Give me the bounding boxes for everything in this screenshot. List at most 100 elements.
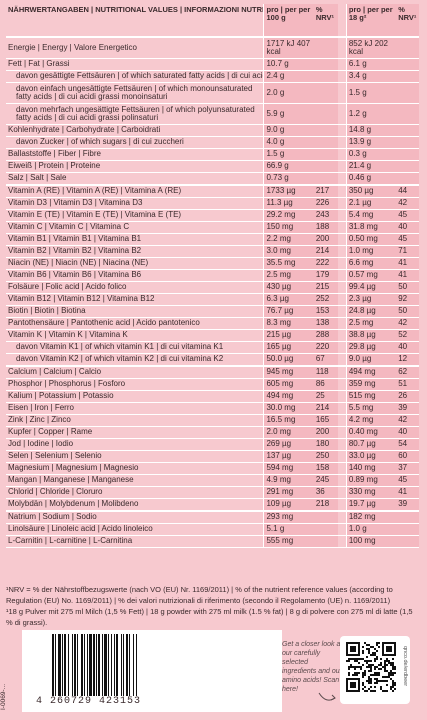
value-per-18g: 80.7 µg	[345, 438, 397, 451]
value-per-18g: 5.4 mg	[345, 209, 397, 222]
value-per-18g: 182 mg	[345, 510, 397, 524]
value-per-100g: 4.0 g	[263, 136, 314, 149]
nrv-per-100g: 200	[313, 233, 338, 246]
value-per-18g: 99.4 µg	[345, 281, 397, 294]
table-row: Magnesium | Magnesium | Magnesio 594 mg 15…	[6, 462, 419, 475]
nrv-per-18g: 41	[396, 269, 419, 282]
gap	[337, 58, 347, 71]
table-row: davon einfach ungesättigte Fettsäuren | …	[6, 82, 419, 104]
per-18g-header: pro | per per 18 g²	[345, 4, 397, 38]
nutrient-name: Zink | Zinc | Zinco	[6, 414, 264, 427]
table-row: Phosphor | Phosphorus | Fosforo 605 mg 86 3…	[6, 378, 419, 391]
table-row: Fett | Fat | Grassi 10.7 g 6.1 g	[6, 58, 419, 71]
value-per-18g: 0.50 mg	[345, 233, 397, 246]
cta-text: Get a closer look at our carefully selec…	[282, 641, 343, 693]
nrv-per-100g	[313, 58, 338, 71]
per-100g-header: pro | per per 100 g	[263, 4, 314, 38]
value-per-100g: 1733 µg	[263, 184, 314, 198]
nrv-per-18g: 50	[396, 281, 419, 294]
nrv-per-100g: 67	[313, 353, 338, 367]
nrv-per-18g: 42	[396, 414, 419, 427]
nrv-per-18g	[396, 160, 419, 173]
nrv-per-100g	[313, 160, 338, 173]
nrv-per-18g	[396, 172, 419, 186]
value-per-100g: 2.4 g	[263, 70, 314, 83]
nrv-per-100g	[313, 124, 338, 137]
value-per-18g: 494 mg	[345, 365, 397, 379]
gap	[337, 510, 347, 524]
nutrient-name: Pantothensäure | Pantothenic acid | Acid…	[6, 317, 264, 330]
nrv-per-100g	[313, 136, 338, 149]
value-per-18g: 38.8 µg	[345, 329, 397, 342]
table-row: davon mehrfach ungesättigte Fettsäuren |…	[6, 103, 419, 125]
gap	[337, 462, 347, 475]
value-per-100g: 293 mg	[263, 510, 314, 524]
value-per-100g: 594 mg	[263, 462, 314, 475]
nutrient-name: Natrium | Sodium | Sodio	[6, 510, 264, 524]
nrv2-header: % NRV¹	[396, 4, 419, 38]
gap	[337, 341, 347, 354]
nrv-per-18g	[396, 510, 419, 524]
value-per-18g: 350 µg	[345, 184, 397, 198]
nutrient-name: Niacin (NE) | Niacin (NE) | Niacina (NE)	[6, 257, 264, 270]
nrv-per-18g: 41	[396, 257, 419, 270]
gap	[337, 37, 347, 59]
value-per-100g: 109 µg	[263, 498, 314, 512]
nrv-per-100g: 188	[313, 221, 338, 234]
gap	[337, 148, 347, 161]
value-per-18g: 2.5 mg	[345, 317, 397, 330]
nutrient-name: Energie | Energy | Valore Energetico	[6, 37, 264, 59]
value-per-18g: 6.6 mg	[345, 257, 397, 270]
barcode-bars	[52, 634, 277, 696]
gap	[337, 184, 347, 198]
qr-code[interactable]: qnco.de/erdbeer	[340, 636, 410, 704]
nutrient-name: Vitamin E (TE) | Vitamin E (TE) | Vitami…	[6, 209, 264, 222]
nrv-per-18g: 92	[396, 293, 419, 306]
nrv-per-100g: 226	[313, 197, 338, 210]
gap	[337, 402, 347, 415]
table-row: Vitamin K | Vitamin K | Vitamina K 215 µg…	[6, 329, 419, 342]
gap	[337, 82, 347, 104]
value-per-18g: 2.1 µg	[345, 197, 397, 210]
nutrient-name: Eiweiß | Protein | Proteine	[6, 160, 264, 173]
value-per-100g: 430 µg	[263, 281, 314, 294]
nrv-per-100g: 288	[313, 329, 338, 342]
table-row: Eisen | Iron | Ferro 30.0 mg 214 5.5 mg 39	[6, 402, 419, 415]
value-per-100g: 555 mg	[263, 535, 314, 548]
nrv-per-18g: 50	[396, 305, 419, 318]
nrv-per-18g	[396, 136, 419, 149]
table-row: davon Zucker | of which sugars | di cui …	[6, 136, 419, 149]
nrv-per-100g: 86	[313, 378, 338, 391]
table-row: davon Vitamin K2 | of which vitamin K2 |…	[6, 353, 419, 367]
nrv-per-100g	[313, 103, 338, 125]
gap	[337, 281, 347, 294]
nrv-per-100g: 165	[313, 414, 338, 427]
nrv-per-100g: 25	[313, 390, 338, 403]
nrv-per-100g	[313, 82, 338, 104]
value-per-18g: 852 kJ 202 kcal	[345, 37, 397, 59]
gap	[337, 414, 347, 427]
nrv-per-18g: 42	[396, 317, 419, 330]
nrv-per-100g: 180	[313, 438, 338, 451]
nutrient-name: L-Carnitin | L-carnitine | L-Carnitina	[6, 535, 264, 548]
table-row: Kupfer | Copper | Rame 2.0 mg 200 0.40 mg 40	[6, 426, 419, 439]
nrv-per-18g: 60	[396, 450, 419, 463]
value-per-100g: 2.2 mg	[263, 233, 314, 246]
gap	[337, 293, 347, 306]
table-row: L-Carnitin | L-carnitine | L-Carnitina 55…	[6, 535, 419, 548]
gap	[337, 535, 347, 548]
table-row: Vitamin C | Vitamin C | Vitamina C 150 mg…	[6, 221, 419, 234]
nutrient-name: Kohlenhydrate | Carbohydrate | Carboidra…	[6, 124, 264, 137]
nrv-per-100g: 36	[313, 486, 338, 499]
value-per-18g: 0.3 g	[345, 148, 397, 161]
value-per-18g: 2.3 µg	[345, 293, 397, 306]
nrv-per-100g	[313, 37, 338, 59]
table-title: NÄHRWERTANGABEN | NUTRITIONAL VALUES | I…	[6, 4, 264, 38]
table-row: Jod | Iodine | Iodio 269 µg 180 80.7 µg 54	[6, 438, 419, 451]
value-per-100g: 150 mg	[263, 221, 314, 234]
nrv-per-18g: 42	[396, 197, 419, 210]
gap	[337, 257, 347, 270]
nrv-per-18g: 12	[396, 353, 419, 367]
value-per-100g: 215 µg	[263, 329, 314, 342]
value-per-100g: 1.5 g	[263, 148, 314, 161]
